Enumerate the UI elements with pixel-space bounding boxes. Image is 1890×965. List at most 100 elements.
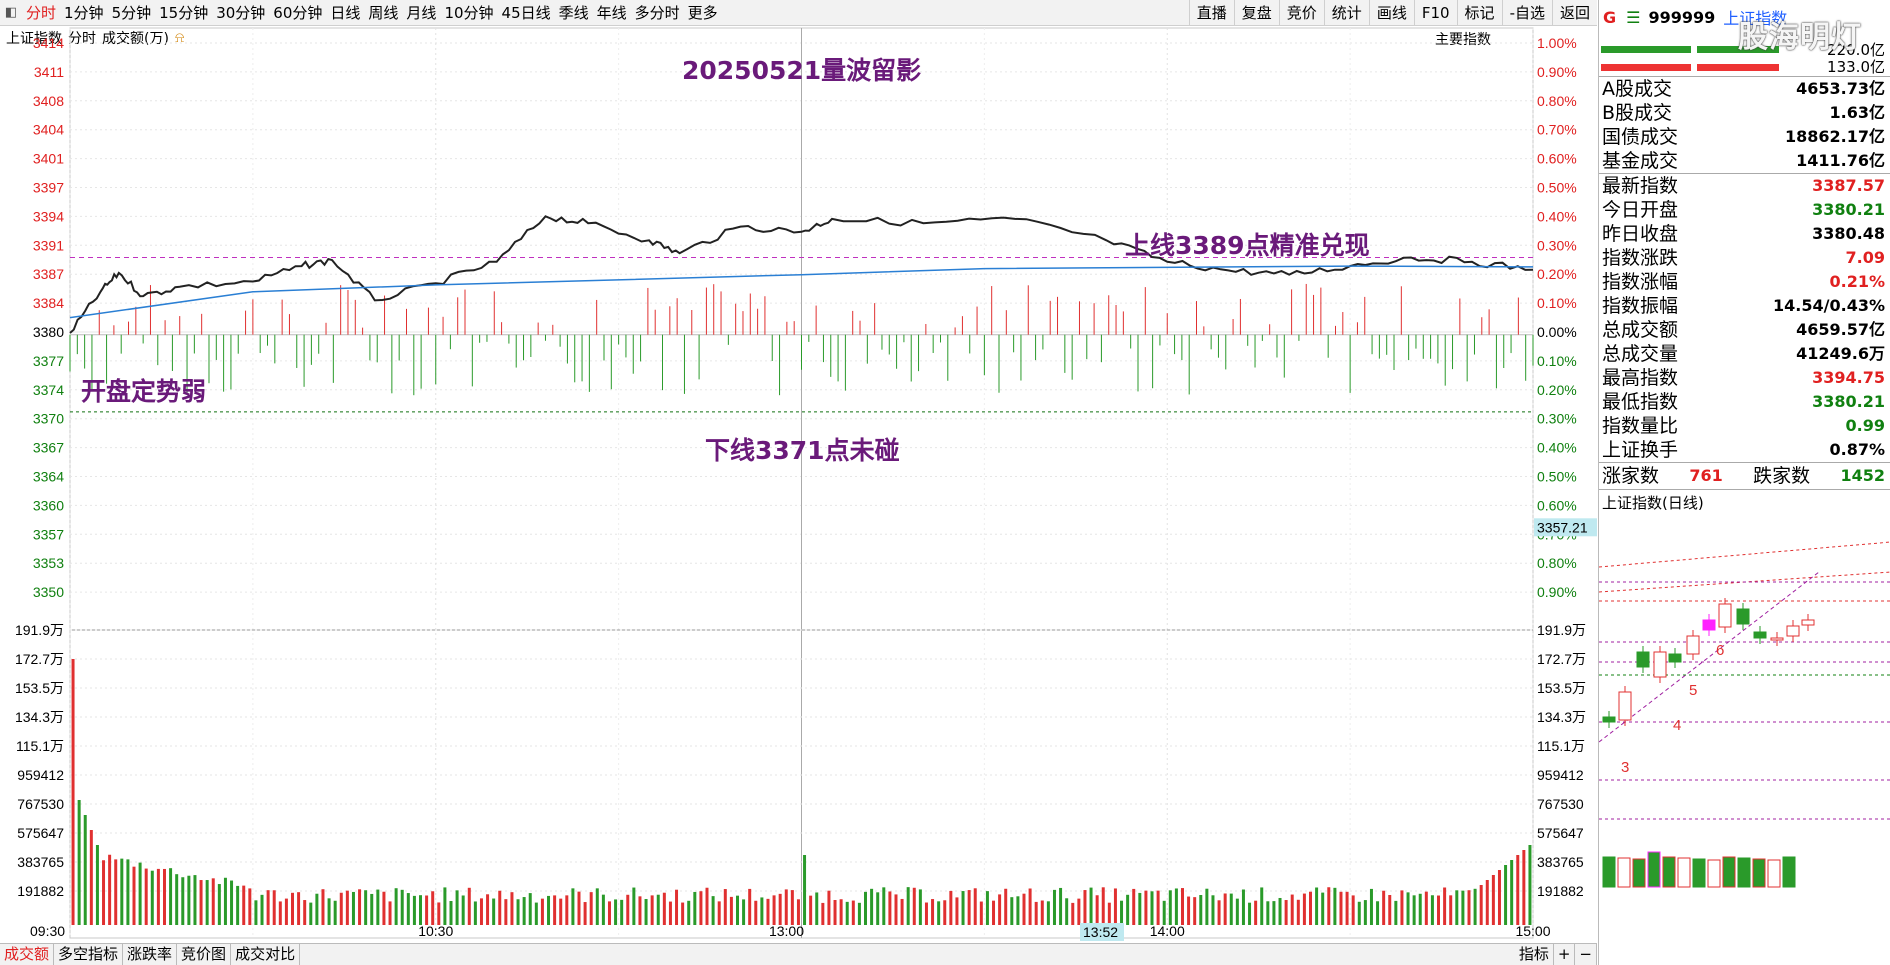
tab-1[interactable]: 1分钟 [64,3,104,22]
indicator-tool-2[interactable]: − [1575,944,1597,965]
indicator-tab-0[interactable]: 成交额 [0,944,55,965]
tool-3[interactable]: 统计 [1323,0,1369,26]
stat-row: 国债成交 18862.17亿 [1599,125,1890,149]
tab-7[interactable]: 周线 [368,3,399,22]
tab-4[interactable]: 30分钟 [216,3,266,22]
candle-body [1668,653,1682,663]
candle-body [1702,619,1716,631]
quote-panel: G ☰ 999999 上证指数 220.0亿 133.0亿 A股成交 4653.7… [1598,0,1890,965]
tab-8[interactable]: 月线 [406,3,437,22]
watermark: 股海明灯 [1738,20,1862,55]
stat-value: 0.99 [1845,416,1885,435]
tool-2[interactable]: 竞价 [1278,0,1324,26]
stat-value: 3380.48 [1812,224,1885,243]
tab-13[interactable]: 多分时 [634,3,680,22]
down-count: 1452 [1840,466,1885,485]
price-tick: 3387 [33,266,64,282]
stat-row: B股成交 1.63亿 [1599,101,1890,125]
pct-tick: 0.90% [1537,64,1577,80]
tab-9[interactable]: 10分钟 [444,3,494,22]
intraday-chart[interactable]: 3414 1.00% 3411 0.90% 3408 0.80% 3404 0.70% 3401… [0,0,1597,943]
stat-row: 最低指数 3380.21 [1599,390,1890,414]
price-tick: 3384 [33,295,64,311]
stat-label: 指数涨幅 [1602,271,1679,293]
average-line [69,265,1534,319]
indicator-tool-1[interactable]: + [1554,944,1576,965]
index-code: 999999 [1648,7,1716,27]
tool-1[interactable]: 复盘 [1233,0,1279,26]
price-tick: 3377 [33,353,64,369]
main-indicator-button[interactable]: 主要指数 [1435,32,1491,48]
index-name-link[interactable]: 上证指数 [1723,9,1788,28]
volume-ratio-bars: 220.0亿 133.0亿 [1599,34,1890,76]
candle-body [1786,625,1800,637]
indicator-tab-1[interactable]: 多空指标 [54,944,124,965]
volume-tick: 134.3万 [15,709,64,725]
tool-4[interactable]: 画线 [1368,0,1414,26]
price-tick: 3367 [33,440,64,456]
panel-toggle-icon[interactable]: ◧ [4,5,18,20]
tab-0[interactable]: 分时 [26,3,57,22]
daily-volume-bar [1737,857,1751,888]
price-tick: 3374 [33,382,64,398]
daily-mini-chart[interactable]: 3 4 5 6 [1598,512,1890,965]
tab-11[interactable]: 季线 [558,3,589,22]
stat-label: 指数振幅 [1602,295,1679,317]
indicator-tab-2[interactable]: 涨跌率 [123,944,178,965]
daily-volume-bar [1647,851,1661,888]
stat-label: 上证换手 [1602,439,1679,461]
stat-value: 3380.21 [1812,200,1885,219]
tool-6[interactable]: 标记 [1456,0,1502,26]
pct-tick: 0.30% [1537,237,1577,253]
up-label: 涨家数 [1602,465,1660,487]
volume-tick: 575647 [17,825,64,841]
daily-volume-bar [1707,859,1721,888]
tab-12[interactable]: 年线 [596,3,627,22]
price-tick: 3404 [33,122,64,138]
volume-tick: 172.7万 [15,651,64,667]
price-tick: 3414 [33,35,64,51]
tool-8[interactable]: 返回 [1551,0,1597,26]
stat-value: 14.54/0.43% [1773,296,1885,315]
pct-tick: 0.40% [1537,440,1577,456]
tool-7[interactable]: -自选 [1501,0,1552,26]
daily-volume-bar [1722,856,1736,888]
tool-0[interactable]: 直播 [1188,0,1234,26]
stat-label: 基金成交 [1602,150,1679,172]
tool-5[interactable]: F10 [1413,0,1457,26]
price-tick: 3391 [33,237,64,253]
stat-value: 1.63亿 [1829,103,1885,122]
indicator-tab-3[interactable]: 竞价图 [177,944,232,965]
list-icon[interactable]: ☰ [1626,7,1641,27]
volume-tick-right: 191882 [1537,883,1584,899]
pct-tick: 0.00% [1537,324,1577,340]
tab-5[interactable]: 60分钟 [273,3,323,22]
tab-3[interactable]: 15分钟 [159,3,209,22]
daily-volume-bar [1752,858,1766,888]
stat-row: 总成交量 41249.6万 [1599,342,1890,366]
index-name: 上证指数 [6,31,62,47]
volume-tick-right: 153.5万 [1537,680,1586,696]
stat-label: 昨日收盘 [1602,223,1679,245]
pct-tick: 0.60% [1537,497,1577,513]
pct-tick: 0.80% [1537,555,1577,571]
volume-label[interactable]: 成交额(万) [102,31,169,47]
indicator-tab-4[interactable]: 成交对比 [231,944,301,965]
daily-volume-bar [1692,858,1706,888]
tab-14[interactable]: 更多 [687,3,718,22]
stat-label: B股成交 [1602,102,1673,124]
candle-body [1686,635,1700,655]
daily-volume-bar [1602,856,1616,888]
bell-icon[interactable]: ⍾ [174,30,185,46]
tab-2[interactable]: 5分钟 [111,3,152,22]
indicator-tool-0[interactable]: 指标 [1515,944,1554,965]
pct-tick: 1.00% [1537,35,1577,51]
stat-row: 基金成交 1411.76亿 [1599,149,1890,173]
up-count: 761 [1689,466,1723,485]
price-tick: 3357 [33,526,64,542]
tab-6[interactable]: 日线 [330,3,361,22]
stat-value: 4659.57亿 [1796,320,1885,339]
tab-10[interactable]: 45日线 [501,3,551,22]
pct-tick: 0.50% [1537,180,1577,196]
annotation-open: 开盘定势弱 [81,377,207,406]
